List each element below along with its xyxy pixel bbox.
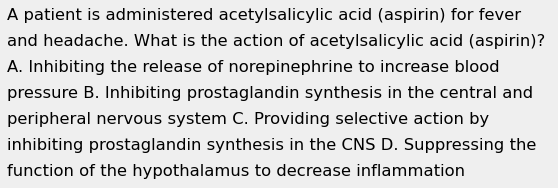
Text: A patient is administered acetylsalicylic acid (aspirin) for fever: A patient is administered acetylsalicyli…: [7, 8, 521, 24]
Text: inhibiting prostaglandin synthesis in the CNS D. Suppressing the: inhibiting prostaglandin synthesis in th…: [7, 138, 537, 153]
Text: pressure B. Inhibiting prostaglandin synthesis in the central and: pressure B. Inhibiting prostaglandin syn…: [7, 86, 533, 101]
Text: A. Inhibiting the release of norepinephrine to increase blood: A. Inhibiting the release of norepinephr…: [7, 60, 500, 75]
Text: and headache. What is the action of acetylsalicylic acid (aspirin)?: and headache. What is the action of acet…: [7, 34, 546, 49]
Text: peripheral nervous system C. Providing selective action by: peripheral nervous system C. Providing s…: [7, 112, 489, 127]
Text: function of the hypothalamus to decrease inflammation: function of the hypothalamus to decrease…: [7, 164, 465, 179]
